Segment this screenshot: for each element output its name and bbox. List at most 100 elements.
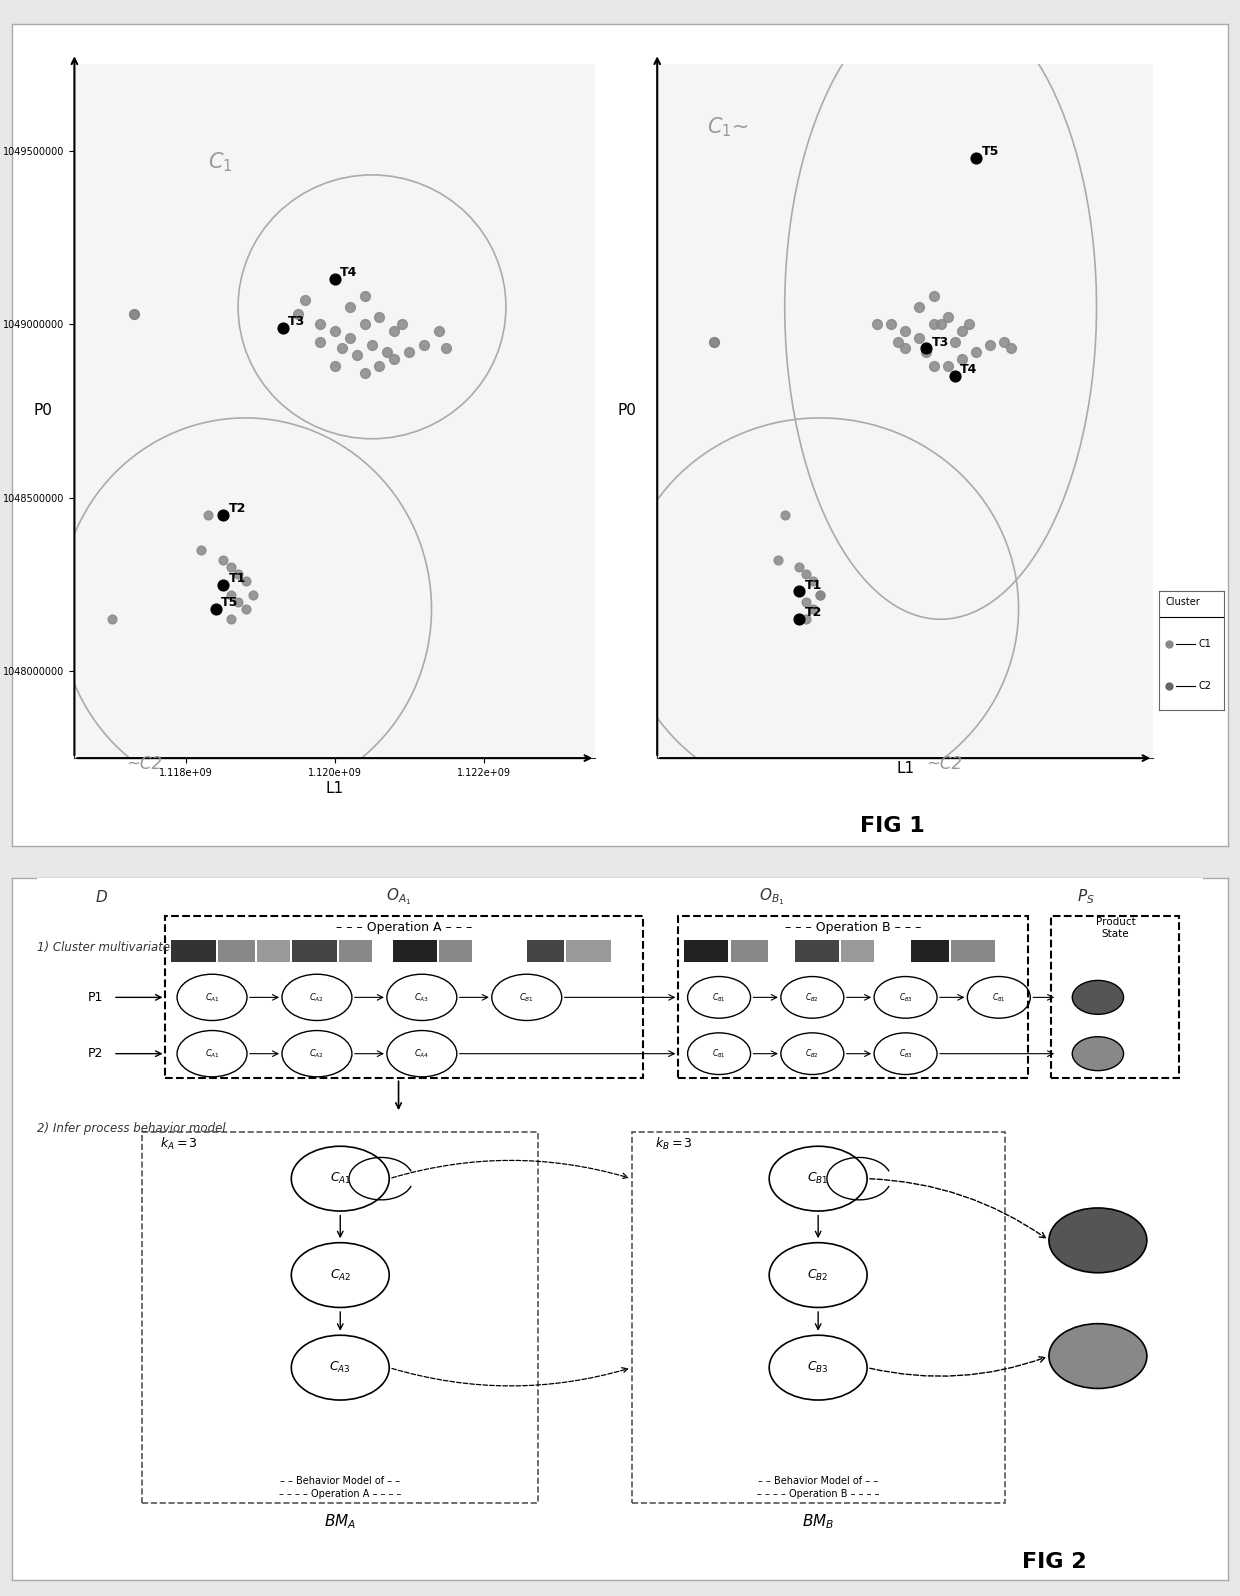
- Point: [340, 326, 360, 351]
- Point: [810, 583, 830, 608]
- Point: [414, 332, 434, 358]
- Point: [1002, 335, 1022, 361]
- Text: $C_{A4}$: $C_{A4}$: [414, 1047, 429, 1060]
- FancyBboxPatch shape: [293, 940, 337, 962]
- Point: [924, 284, 944, 310]
- FancyBboxPatch shape: [393, 940, 436, 962]
- Text: $C_{B1}$: $C_{B1}$: [992, 991, 1006, 1004]
- Text: $C_{B1}$: $C_{B1}$: [712, 1047, 725, 1060]
- Circle shape: [1073, 1037, 1123, 1071]
- Point: [981, 332, 1001, 358]
- Point: [952, 346, 972, 372]
- Text: P1: P1: [88, 991, 103, 1004]
- Point: [198, 503, 218, 528]
- Text: – – – Operation A – – –: – – – Operation A – – –: [336, 921, 472, 934]
- Text: – – Behavior Model of – –
– – – – Operation A – – – –: – – Behavior Model of – – – – – – Operat…: [279, 1476, 402, 1499]
- Text: $C_{B1}$: $C_{B1}$: [807, 1171, 828, 1186]
- Text: $O_{B_1}$: $O_{B_1}$: [759, 887, 784, 908]
- Point: [775, 503, 795, 528]
- Text: $P_S$: $P_S$: [1078, 887, 1095, 907]
- Point: [221, 606, 241, 632]
- Text: 1) Cluster multivariate data: 1) Cluster multivariate data: [37, 940, 201, 954]
- Point: [924, 353, 944, 378]
- Point: [206, 595, 226, 621]
- Point: [288, 302, 308, 327]
- FancyBboxPatch shape: [684, 940, 728, 962]
- Point: [332, 335, 352, 361]
- Point: [384, 346, 404, 372]
- Text: $BM_B$: $BM_B$: [802, 1513, 835, 1531]
- FancyBboxPatch shape: [439, 940, 472, 962]
- Point: [325, 267, 345, 292]
- Text: $C_{A2}$: $C_{A2}$: [330, 1267, 351, 1283]
- Point: [228, 562, 248, 587]
- Point: [347, 343, 367, 369]
- FancyBboxPatch shape: [258, 940, 290, 962]
- Text: $C_{A3}$: $C_{A3}$: [330, 1360, 351, 1376]
- Text: $C_{B3}$: $C_{B3}$: [899, 1047, 913, 1060]
- Point: [325, 353, 345, 378]
- Point: [909, 326, 929, 351]
- Point: [243, 583, 263, 608]
- Text: T1: T1: [228, 571, 246, 584]
- Text: – – Behavior Model of – –
– – – – Operation B – – – –: – – Behavior Model of – – – – – – Operat…: [756, 1476, 879, 1499]
- Text: $C_{B2}$: $C_{B2}$: [807, 1267, 828, 1283]
- Text: ~C2: ~C2: [126, 755, 162, 772]
- Point: [436, 335, 456, 361]
- Point: [228, 589, 248, 614]
- Point: [221, 554, 241, 579]
- Text: T4: T4: [960, 364, 977, 377]
- Text: T2: T2: [228, 503, 246, 516]
- Point: [355, 284, 374, 310]
- Text: $C_1$~: $C_1$~: [707, 115, 749, 139]
- Text: $C_{B2}$: $C_{B2}$: [806, 991, 820, 1004]
- Point: [796, 606, 816, 632]
- Text: T1: T1: [805, 579, 822, 592]
- Point: [909, 294, 929, 319]
- Point: [213, 547, 233, 573]
- Text: $C_{B1}$: $C_{B1}$: [712, 991, 725, 1004]
- Text: ~C2: ~C2: [926, 755, 962, 772]
- Point: [937, 305, 957, 330]
- Text: T3: T3: [932, 335, 950, 348]
- Point: [370, 353, 389, 378]
- Circle shape: [1049, 1208, 1147, 1272]
- Point: [952, 318, 972, 343]
- Text: $k_A = 3$: $k_A = 3$: [160, 1136, 197, 1152]
- Point: [310, 311, 330, 337]
- Text: T2: T2: [805, 606, 822, 619]
- Text: $k_B = 3$: $k_B = 3$: [655, 1136, 693, 1152]
- Point: [804, 595, 823, 621]
- Text: P2: P2: [88, 1047, 103, 1060]
- Point: [325, 318, 345, 343]
- Point: [789, 606, 808, 632]
- Text: P0: P0: [33, 404, 52, 418]
- Point: [221, 583, 241, 608]
- Point: [994, 329, 1014, 354]
- Text: T4: T4: [340, 267, 357, 279]
- Point: [796, 562, 816, 587]
- Point: [789, 554, 808, 579]
- Point: [945, 329, 965, 354]
- Text: $C_{B1}$: $C_{B1}$: [520, 991, 534, 1004]
- Text: $C_{B2}$: $C_{B2}$: [806, 1047, 820, 1060]
- FancyBboxPatch shape: [527, 940, 564, 962]
- Text: $C_{A1}$: $C_{A1}$: [205, 991, 219, 1004]
- Point: [392, 311, 412, 337]
- Circle shape: [1049, 1323, 1147, 1389]
- Point: [895, 335, 915, 361]
- Text: $BM_A$: $BM_A$: [324, 1513, 356, 1531]
- Text: $C_{A2}$: $C_{A2}$: [310, 991, 325, 1004]
- Text: $O_{A_1}$: $O_{A_1}$: [386, 887, 412, 908]
- Text: C2: C2: [1198, 681, 1211, 691]
- Point: [102, 606, 122, 632]
- Point: [355, 361, 374, 386]
- FancyBboxPatch shape: [339, 940, 372, 962]
- Text: Product
State: Product State: [1095, 916, 1136, 938]
- FancyBboxPatch shape: [795, 940, 839, 962]
- Point: [362, 332, 382, 358]
- Point: [370, 305, 389, 330]
- Text: – – – Operation B – – –: – – – Operation B – – –: [785, 921, 921, 934]
- Point: [377, 340, 397, 365]
- Point: [295, 287, 315, 313]
